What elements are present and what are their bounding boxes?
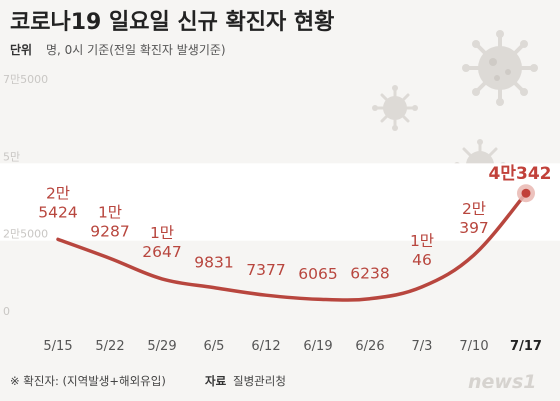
y-tick-label: 7만5000 (3, 73, 48, 86)
source-text: 질병관리청 (233, 374, 286, 388)
value-label: 2647 (142, 243, 181, 261)
value-label: 6238 (350, 265, 389, 283)
series-line (56, 191, 528, 302)
source-label: 자료 (205, 374, 227, 388)
unit-label: 단위 (10, 42, 32, 57)
value-label: 2만 (462, 200, 486, 218)
unit-text: 명, 0시 기준(전일 확진자 발생기준) (46, 43, 226, 57)
news1-logo: news1 (468, 371, 537, 393)
value-label: 7377 (246, 261, 285, 279)
x-tick-label: 7/17 (510, 339, 542, 354)
value-label: 9287 (90, 222, 129, 240)
virus-icon (462, 30, 538, 106)
data-point (521, 188, 531, 198)
value-label: 4만342 (489, 164, 552, 184)
x-axis: 5/15 5/22 5/29 6/5 6/12 6/19 6/26 7/3 7/10 7/17 (43, 339, 542, 354)
x-tick-label: 7/10 (459, 339, 488, 354)
y-tick-label: 2만5000 (3, 228, 48, 241)
x-tick-label: 5/15 (43, 339, 72, 354)
value-label: 5424 (38, 203, 77, 221)
virus-icon (372, 85, 418, 131)
x-tick-label: 7/3 (412, 339, 433, 354)
chart-title: 코로나19 일요일 신규 확진자 현황 (10, 10, 334, 35)
y-axis: 0 2만5000 5만 7만5000 (3, 73, 48, 318)
value-label: 2만 (46, 184, 70, 202)
footer-note: ※ 확진자: (지역발생+해외유입) (10, 374, 166, 388)
value-label: 9831 (194, 254, 233, 272)
x-tick-label: 6/5 (204, 339, 225, 354)
value-label: 1만 (150, 224, 174, 242)
x-tick-label: 5/29 (147, 339, 176, 354)
x-tick-label: 6/19 (303, 339, 332, 354)
logo-text: news1 (468, 371, 537, 393)
y-tick-label: 5만 (3, 150, 20, 163)
data-points (517, 184, 535, 203)
x-tick-label: 6/26 (355, 339, 384, 354)
value-label: 1만 (410, 232, 434, 250)
value-label: 1만 (98, 203, 122, 221)
x-tick-label: 5/22 (95, 339, 124, 354)
value-label: 6065 (298, 265, 337, 283)
value-label: 46 (412, 251, 432, 269)
value-band (0, 163, 560, 241)
y-tick-label: 0 (3, 305, 10, 318)
value-label: 397 (459, 219, 489, 237)
x-tick-label: 6/12 (251, 339, 280, 354)
